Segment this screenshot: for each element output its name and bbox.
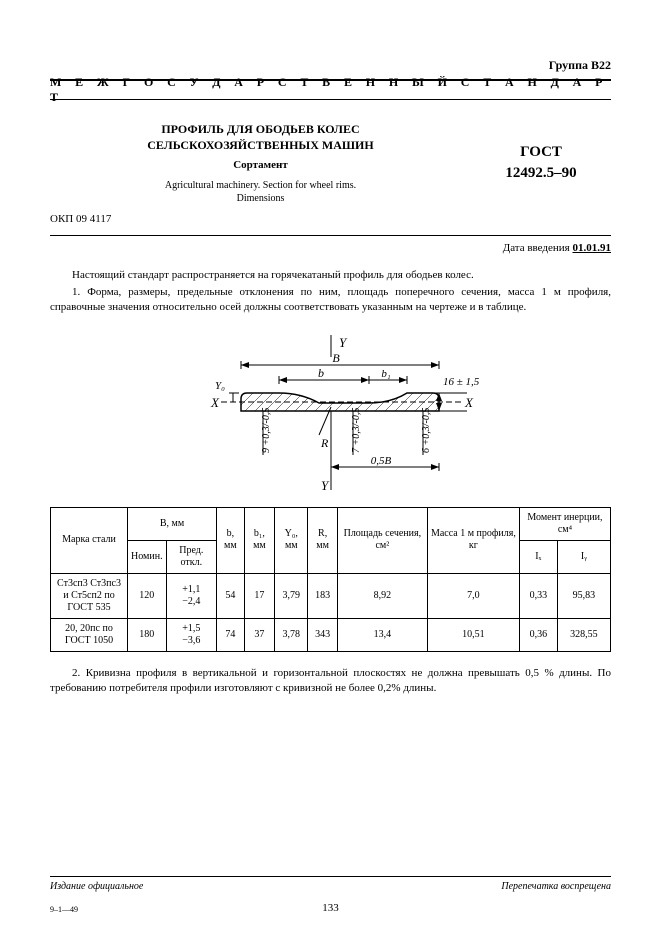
table-row: 20, 20пс по ГОСТ 1050180+1,5−3,674373,78…: [51, 618, 611, 651]
fig-Y0: Y₀: [215, 380, 225, 392]
title-ru-line2: СЕЛЬСКОХОЗЯЙСТВЕННЫХ МАШИН: [50, 138, 471, 154]
th-B: B, мм: [128, 507, 217, 540]
gost-label: ГОСТ: [471, 142, 611, 163]
cell-mass: 10,51: [427, 618, 519, 651]
cell-steel: 20, 20пс по ГОСТ 1050: [51, 618, 128, 651]
page-number: 133: [0, 902, 661, 914]
cell-steel: Ст3сп3 Ст3пс3 и Ст5сп2 по ГОСТ 535: [51, 573, 128, 618]
fig-Y-top: Y: [339, 335, 348, 350]
cell-Y0: 3,79: [275, 573, 308, 618]
footer-right: Перепечатка воспрещена: [501, 881, 611, 892]
fig-B: B: [332, 351, 340, 365]
cell-area: 8,92: [337, 573, 427, 618]
fig-R: R: [320, 436, 329, 450]
okp-code: ОКП 09 4117: [50, 213, 611, 225]
paragraph-3: 2. Кривизна профиля в вертикальной и гор…: [50, 666, 611, 696]
banner-bar: М Е Ж Г О С У Д А Р С Т В Е Н Н Ы Й С Т …: [50, 79, 611, 100]
th-tol: Пред. откл.: [166, 540, 216, 573]
cell-Btol: +1,5−3,6: [166, 618, 216, 651]
cell-Bnom: 180: [128, 618, 167, 651]
footer: Издание официальное Перепечатка воспреще…: [50, 876, 611, 892]
cell-R: 183: [308, 573, 337, 618]
th-steel: Марка стали: [51, 507, 128, 573]
profile-figure: Y B b b₁ 16 ± 1,5: [181, 335, 481, 495]
th-mass: Масса 1 м профиля, кг: [427, 507, 519, 573]
fig-t16: 16 ± 1,5: [443, 376, 480, 388]
cell-Y0: 3,78: [275, 618, 308, 651]
gost-number: 12492.5–90: [471, 163, 611, 184]
fig-halfB: 0,5B: [370, 455, 391, 467]
cell-Iy: 95,83: [557, 573, 610, 618]
paragraph-1: Настоящий стандарт распространяется на г…: [50, 268, 611, 283]
cell-mass: 7,0: [427, 573, 519, 618]
data-table: Марка стали B, мм b, мм b₁, мм Y₀, мм R,…: [50, 507, 611, 652]
cell-b1: 37: [244, 618, 274, 651]
date-value: 01.01.91: [573, 242, 612, 254]
subtitle: Сортамент: [50, 159, 471, 171]
fig-X-left: X: [210, 395, 220, 410]
cell-Bnom: 120: [128, 573, 167, 618]
table-row: Ст3сп3 Ст3пс3 и Ст5сп2 по ГОСТ 535120+1,…: [51, 573, 611, 618]
th-b1: b₁, мм: [244, 507, 274, 573]
cell-b: 74: [217, 618, 245, 651]
cell-Btol: +1,1−2,4: [166, 573, 216, 618]
th-nom: Номин.: [128, 540, 167, 573]
cell-Iy: 328,55: [557, 618, 610, 651]
fig-b1: b₁: [381, 368, 391, 380]
th-Iy: Iᵧ: [557, 540, 610, 573]
fig-Y-bottom: Y: [321, 478, 330, 493]
title-en-line1: Agricultural machinery. Section for whee…: [50, 179, 471, 192]
title-en-line2: Dimensions: [50, 192, 471, 205]
cell-b1: 17: [244, 573, 274, 618]
title-ru-line1: ПРОФИЛЬ ДЛЯ ОБОДЬЕВ КОЛЕС: [50, 122, 471, 138]
footer-left: Издание официальное: [50, 881, 143, 892]
cell-R: 343: [308, 618, 337, 651]
cell-Ix: 0,36: [519, 618, 557, 651]
th-Ix: Iₓ: [519, 540, 557, 573]
fig-b: b: [318, 366, 324, 380]
th-area: Площадь сечения, см²: [337, 507, 427, 573]
paragraph-2: 1. Форма, размеры, предельные отклонения…: [50, 285, 611, 315]
date-label: Дата введения: [503, 242, 573, 254]
th-b: b, мм: [217, 507, 245, 573]
cell-area: 13,4: [337, 618, 427, 651]
group-label: Группа В22: [50, 58, 611, 73]
fig-X-right: X: [464, 395, 474, 410]
cell-Ix: 0,33: [519, 573, 557, 618]
date-line: Дата введения 01.01.91: [50, 242, 611, 254]
banner-text: М Е Ж Г О С У Д А Р С Т В Е Н Н Ы Й С Т …: [50, 75, 611, 105]
cell-b: 54: [217, 573, 245, 618]
th-moment: Момент инерции, см⁴: [519, 507, 610, 540]
divider: [50, 235, 611, 236]
th-R: R, мм: [308, 507, 337, 573]
th-Y0: Y₀, мм: [275, 507, 308, 573]
